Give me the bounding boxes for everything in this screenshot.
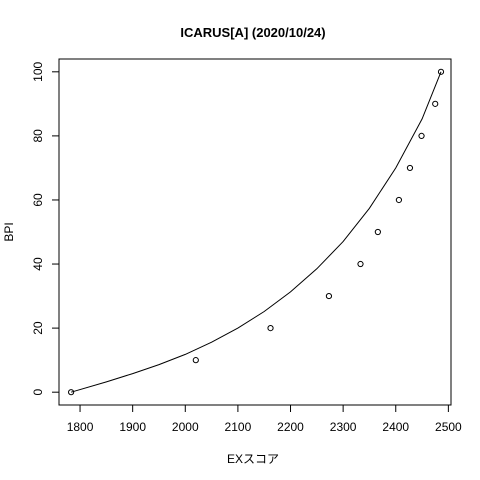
data-point [192, 357, 199, 364]
y-tick-label: 100 [31, 61, 45, 81]
x-tick-label: 2000 [172, 420, 199, 434]
y-tick-label: 40 [31, 257, 45, 271]
x-axis: 1800 1900 2000 2100 2200 2300 2400 2500 [67, 405, 462, 434]
x-tick-label: 1800 [67, 420, 94, 434]
x-tick-label: 2300 [330, 420, 357, 434]
x-tick-label: 1900 [119, 420, 146, 434]
data-point [432, 100, 439, 107]
data-point [395, 196, 403, 204]
data-point [357, 260, 364, 268]
x-tick-label: 2500 [435, 420, 462, 434]
data-point [418, 132, 425, 139]
x-tick-label: 2200 [277, 420, 304, 434]
fit-curve [70, 71, 442, 393]
data-point [267, 325, 274, 332]
x-tick-label: 2400 [382, 420, 409, 434]
y-tick-label: 80 [31, 129, 45, 143]
x-tick-label: 2100 [225, 420, 252, 434]
x-axis-label: EXスコア [227, 452, 279, 466]
data-point [325, 292, 333, 300]
data-point [68, 389, 75, 396]
data-points [68, 68, 445, 396]
plot-frame [58, 58, 452, 406]
y-tick-label: 0 [31, 389, 45, 396]
y-tick-label: 20 [31, 321, 45, 335]
data-point [406, 164, 414, 172]
y-tick-label: 60 [31, 193, 45, 207]
chart-title: ICARUS[A] (2020/10/24) [180, 25, 325, 40]
y-axis-label: BPI [2, 222, 16, 241]
data-point [437, 68, 445, 75]
data-point [374, 228, 381, 236]
y-axis: 0 20 40 60 80 100 [31, 61, 59, 396]
